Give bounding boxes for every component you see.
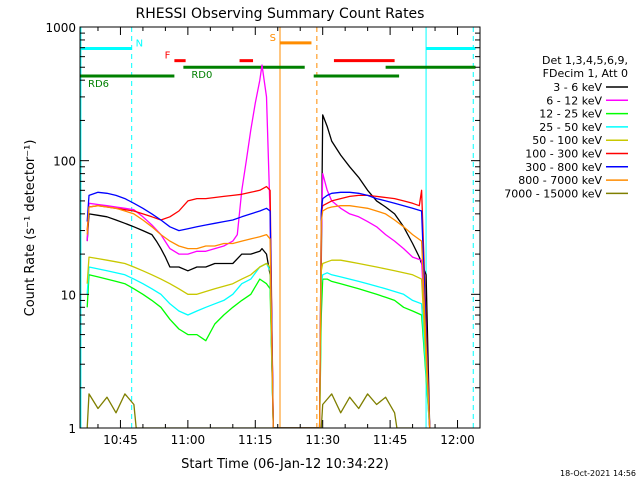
x-tick-label-3: 11:30 [305, 433, 340, 447]
x-tick-label-2: 11:15 [238, 433, 273, 447]
chart-title: RHESSI Observing Summary Count Rates [136, 6, 425, 22]
x-axis-label: Start Time (06-Jan-12 10:34:22) [181, 457, 389, 472]
annotation-label-rd0: RD0 [191, 70, 212, 81]
annotation-label-f: F [165, 51, 171, 62]
series-line-0 [86, 114, 431, 428]
x-tick-label-1: 11:00 [171, 433, 206, 447]
series-line-6 [86, 191, 431, 428]
x-tick-label-4: 11:45 [373, 433, 408, 447]
legend-label-7: 800 - 7000 keV [518, 174, 602, 187]
y-axis-label: Count Rate (s⁻¹ detector⁻¹) [23, 140, 38, 317]
legend: Det 1,3,4,5,6,9,FDecim 1, Att 03 - 6 keV… [504, 54, 628, 200]
x-tick-label-5: 12:00 [440, 433, 475, 447]
legend-label-8: 7000 - 15000 keV [504, 187, 602, 200]
legend-label-5: 100 - 300 keV [525, 148, 602, 161]
legend-header-0: Det 1,3,4,5,6,9, [542, 54, 628, 67]
legend-label-2: 12 - 25 keV [539, 108, 602, 121]
y-tick-label-3: 1000 [45, 21, 76, 35]
legend-label-4: 50 - 100 keV [532, 134, 602, 147]
series-line-5 [86, 185, 431, 428]
series-line-4 [86, 256, 431, 428]
axes: 10:45 11:00 11:15 11:30 11:45 12:00 1 10 100 1000 [45, 21, 481, 447]
legend-label-1: 6 - 12 keV [546, 94, 602, 107]
series-line-8 [86, 393, 413, 428]
series-line-2 [86, 274, 431, 428]
y-tick-label-2: 100 [53, 155, 76, 169]
annotation-label-rd6: RD6 [88, 79, 109, 90]
series-line-7 [86, 205, 431, 428]
timestamp: 18-Oct-2021 14:56 [560, 469, 636, 478]
legend-label-3: 25 - 50 keV [539, 121, 602, 134]
annotation-label-n: N [136, 39, 143, 50]
annotation-label-s: S [270, 33, 276, 44]
annotation-bars: N F S RD0 RD6 [80, 33, 476, 90]
y-tick-label-0: 1 [68, 422, 76, 436]
legend-label-0: 3 - 6 keV [553, 81, 602, 94]
data-series [86, 64, 431, 428]
y-tick-label-1: 10 [61, 288, 76, 302]
series-line-1 [86, 64, 431, 428]
legend-header-1: FDecim 1, Att 0 [543, 67, 628, 80]
plot-frame [79, 26, 481, 429]
x-tick-label-0: 10:45 [103, 433, 138, 447]
plot-area: N F S RD0 RD6 [80, 27, 476, 428]
legend-label-6: 300 - 800 keV [525, 161, 602, 174]
